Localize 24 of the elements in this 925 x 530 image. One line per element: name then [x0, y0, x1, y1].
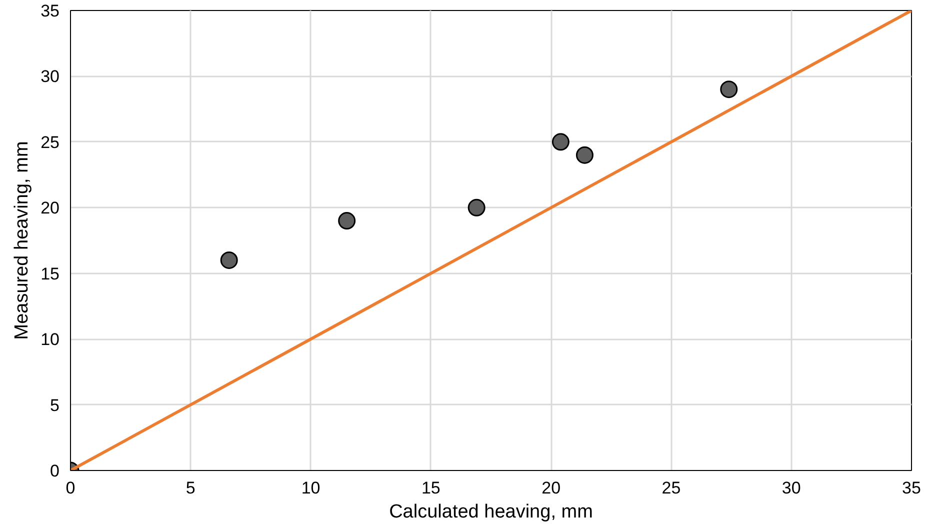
y-tick-label: 35 — [40, 2, 60, 20]
x-axis-title: Calculated heaving, mm — [389, 502, 593, 522]
x-tick-label: 25 — [662, 478, 681, 498]
y-tick-label: 0 — [50, 462, 60, 480]
point — [468, 198, 486, 216]
x-tick-label: 35 — [902, 478, 921, 498]
x-tick-label: 20 — [542, 478, 561, 498]
point — [338, 212, 356, 230]
x-tick-label: 15 — [421, 478, 440, 498]
x-tick-label: 10 — [301, 478, 320, 498]
y-tick-label: 15 — [40, 264, 60, 284]
y-tick-label: 10 — [40, 330, 60, 350]
point — [720, 80, 738, 98]
y-tick-label: 30 — [40, 67, 60, 86]
x-tick-label: 5 — [186, 478, 196, 498]
y-tick-label: 25 — [40, 132, 60, 152]
point — [552, 133, 570, 151]
y-axis-title: Measured heaving, mm — [12, 141, 33, 340]
point — [220, 251, 238, 269]
y-tick-label: 5 — [50, 396, 60, 415]
x-tick-label: 0 — [66, 478, 76, 498]
point — [576, 146, 594, 164]
x-tick-label: 30 — [782, 478, 801, 498]
y-tick-label: 20 — [40, 198, 60, 218]
